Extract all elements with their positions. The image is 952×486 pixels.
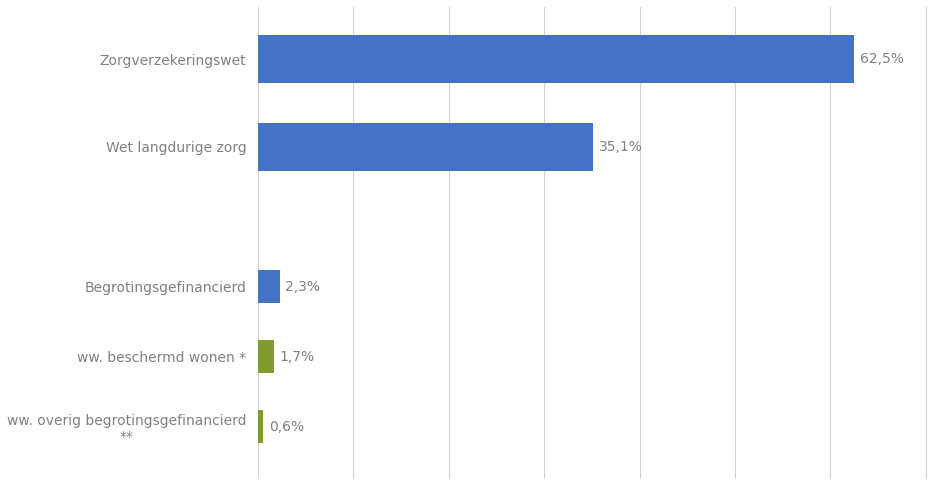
Text: 35,1%: 35,1% (599, 140, 643, 154)
Bar (258, 35, 854, 84)
Bar (258, 410, 264, 443)
Text: 62,5%: 62,5% (860, 52, 904, 67)
Text: 1,7%: 1,7% (280, 349, 315, 364)
Bar (258, 340, 274, 373)
Bar (258, 123, 593, 171)
Bar (258, 270, 280, 303)
Text: 2,3%: 2,3% (286, 280, 320, 294)
Text: 0,6%: 0,6% (269, 419, 304, 434)
